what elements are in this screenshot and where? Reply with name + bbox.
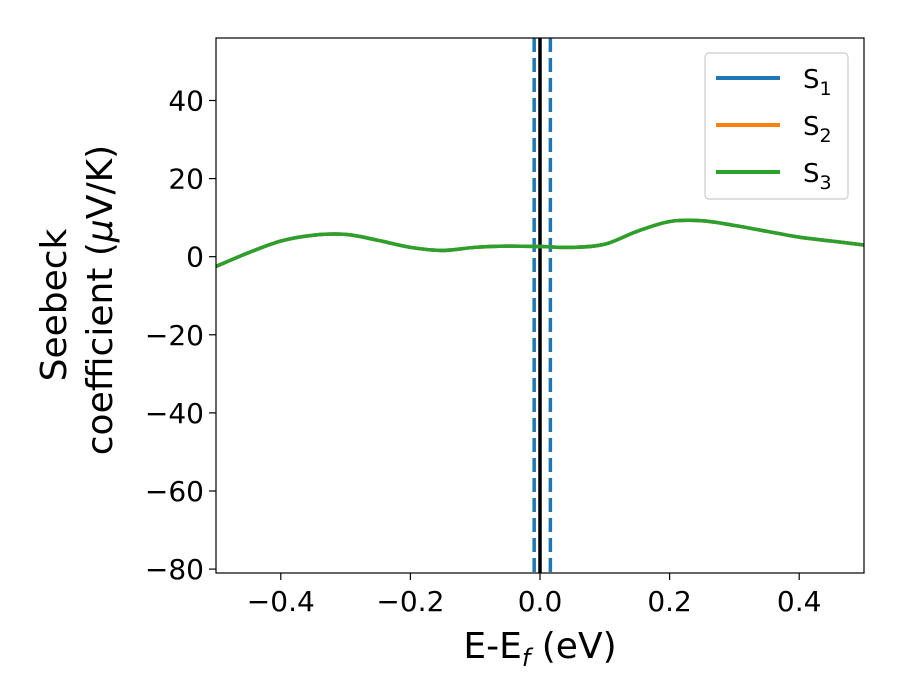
x-tick-label: 0.4 xyxy=(777,585,822,618)
legend-label-s2: S2 xyxy=(803,112,832,147)
x-axis-label: E-Ef (eV) xyxy=(463,626,616,672)
plot-area xyxy=(216,38,864,573)
y-tick-label: −40 xyxy=(145,397,204,430)
y-tick-label: −80 xyxy=(145,553,204,586)
legend-label-s3: S3 xyxy=(803,159,832,194)
plot-frame xyxy=(215,37,865,574)
vertical-lines xyxy=(532,38,553,573)
y-tick-label: 20 xyxy=(168,163,204,196)
legend: S1 S2 S3 xyxy=(704,52,849,200)
x-tick-label: 0.2 xyxy=(647,585,692,618)
y-tick-label: −20 xyxy=(145,319,204,352)
y-tick-label: −60 xyxy=(145,475,204,508)
y-tick-label: 40 xyxy=(168,84,204,117)
x-tick-label: −0.4 xyxy=(247,585,315,618)
y-axis-label-mu: μ xyxy=(80,219,121,243)
x-tick-label: 0.0 xyxy=(518,585,563,618)
y-axis-label-line2: coefficient (μV/K) xyxy=(80,145,121,455)
legend-label-s1: S1 xyxy=(803,65,832,100)
series-line-s3 xyxy=(216,218,864,269)
y-tick-label: 0 xyxy=(186,241,204,274)
x-tick-label: −0.2 xyxy=(376,585,444,618)
y-axis-label-line1: Seebeck xyxy=(34,228,75,381)
y-ticks: 40 20 0 −20 −40 −60 −80 xyxy=(145,84,216,586)
x-ticks: −0.4 −0.2 0.0 0.2 0.4 xyxy=(247,573,822,618)
series-lines xyxy=(216,218,864,269)
x-axis-label-unit: (eV) xyxy=(530,626,616,667)
